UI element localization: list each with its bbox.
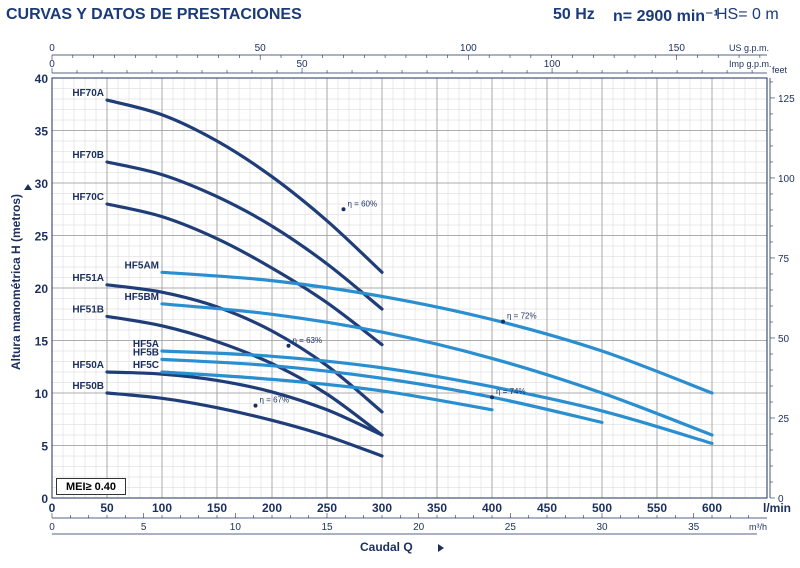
imp-gpm-tick-label: 50 xyxy=(296,59,308,70)
efficiency-label: η = 74% xyxy=(496,387,526,396)
efficiency-point xyxy=(490,395,494,400)
speed-label: n= 2900 min⁻¹ xyxy=(613,8,719,25)
x-tick-label: 50 xyxy=(100,501,114,515)
imp-gpm-unit-label: Imp g.p.m. xyxy=(729,59,772,69)
feet-tick-label: 50 xyxy=(778,334,790,345)
x-axis-arrow-icon xyxy=(438,544,444,552)
series-label-hf50a: HF50A xyxy=(72,360,104,371)
feet-tick-label: 100 xyxy=(778,174,795,185)
y-tick-label: 40 xyxy=(35,72,49,86)
efficiency-point xyxy=(286,343,291,348)
imp-gpm-tick-label: 100 xyxy=(544,59,561,70)
feet-tick-label: 0 xyxy=(778,494,784,505)
x-tick-label: 100 xyxy=(152,501,172,515)
frequency-label: 50 Hz xyxy=(553,6,595,23)
series-label-hf51a: HF51A xyxy=(72,273,104,284)
y-tick-label: 10 xyxy=(35,387,49,401)
series-label-hf70a: HF70A xyxy=(72,88,104,99)
series-label-hf70b: HF70B xyxy=(72,150,104,161)
series-label-hf51b: HF51B xyxy=(72,304,104,315)
series-line-hf5c xyxy=(160,370,494,412)
series-label-hf5b: HF5B xyxy=(133,347,159,358)
y-axis-label: Altura manométrica H (metros) xyxy=(9,193,23,371)
m3h-tick-label: 30 xyxy=(596,522,608,533)
feet-tick-label: 75 xyxy=(778,254,790,265)
y-tick-label: 0 xyxy=(41,492,48,506)
series-line-hf70a xyxy=(105,98,384,274)
series-label-hf5c: HF5C xyxy=(133,360,159,371)
series-line-hf5bm xyxy=(160,302,714,437)
mei-badge: MEI≥ 0.40 xyxy=(56,478,126,495)
series-line-hf51b xyxy=(105,314,384,437)
efficiency-point xyxy=(253,403,258,408)
x-tick-label: 600 xyxy=(702,501,722,515)
series-label-hf5am: HF5AM xyxy=(125,260,159,271)
y-tick-label: 25 xyxy=(35,230,49,244)
chart-title: CURVAS Y DATOS DE PRESTACIONES xyxy=(6,6,302,23)
x-tick-label: 350 xyxy=(427,501,447,515)
series-line-hf70c xyxy=(105,202,384,347)
series-line-hf50a xyxy=(105,370,384,437)
m3h-tick-label: 35 xyxy=(688,522,700,533)
us-gpm-tick-label: 150 xyxy=(668,43,685,54)
series-line-hf5a xyxy=(160,349,714,445)
x-unit-label: l/min xyxy=(763,501,791,515)
m3h-unit-label: m³/h xyxy=(749,522,767,532)
us-gpm-tick-label: 50 xyxy=(255,43,267,54)
x-tick-label: 300 xyxy=(372,501,392,515)
m3h-tick-label: 25 xyxy=(505,522,517,533)
plot-frame xyxy=(51,77,768,499)
series-line-hf5am xyxy=(160,270,714,395)
feet-tick-label: 125 xyxy=(778,94,795,105)
series-label-hf70c: HF70C xyxy=(72,192,104,203)
us-gpm-tick-label: 0 xyxy=(49,43,55,54)
x-tick-label: 450 xyxy=(537,501,557,515)
feet-tick-label: 25 xyxy=(778,414,790,425)
series-label-hf50b: HF50B xyxy=(72,381,104,392)
m3h-tick-label: 20 xyxy=(413,522,425,533)
y-tick-label: 15 xyxy=(35,335,49,349)
y-tick-label: 5 xyxy=(41,440,48,454)
series-label-hf5a: HF5A xyxy=(133,339,159,350)
imp-gpm-tick-label: 0 xyxy=(49,59,55,70)
y-tick-label: 30 xyxy=(35,177,49,191)
m3h-tick-label: 5 xyxy=(141,522,147,533)
us-gpm-tick-label: 100 xyxy=(460,43,477,54)
efficiency-label: η = 63% xyxy=(293,336,323,345)
efficiency-point xyxy=(501,319,505,324)
series-line-hf50b xyxy=(105,391,384,458)
x-axis-label: Caudal Q xyxy=(360,540,413,554)
y-tick-label: 20 xyxy=(35,282,49,296)
series-line-hf5b xyxy=(160,357,604,424)
us-gpm-unit-label: US g.p.m. xyxy=(729,43,769,53)
x-tick-label: 200 xyxy=(262,501,282,515)
series-label-hf5bm: HF5BM xyxy=(125,292,159,303)
m3h-tick-label: 0 xyxy=(49,522,55,533)
x-tick-label: 250 xyxy=(317,501,337,515)
series-line-hf70b xyxy=(105,160,384,311)
efficiency-point xyxy=(341,207,346,212)
x-tick-label: 550 xyxy=(647,501,667,515)
y-tick-label: 35 xyxy=(35,125,49,139)
x-tick-label: 0 xyxy=(49,501,56,515)
feet-unit-label: feet xyxy=(772,65,788,75)
efficiency-label: η = 60% xyxy=(348,199,378,208)
x-tick-label: 500 xyxy=(592,501,612,515)
m3h-tick-label: 10 xyxy=(230,522,242,533)
efficiency-label: η = 67% xyxy=(260,396,290,405)
m3h-tick-label: 15 xyxy=(321,522,333,533)
hs-label: HS= 0 m xyxy=(716,6,779,23)
x-tick-label: 150 xyxy=(207,501,227,515)
x-tick-label: 400 xyxy=(482,501,502,515)
efficiency-label: η = 72% xyxy=(507,312,537,321)
y-axis-arrow-icon xyxy=(24,184,32,190)
